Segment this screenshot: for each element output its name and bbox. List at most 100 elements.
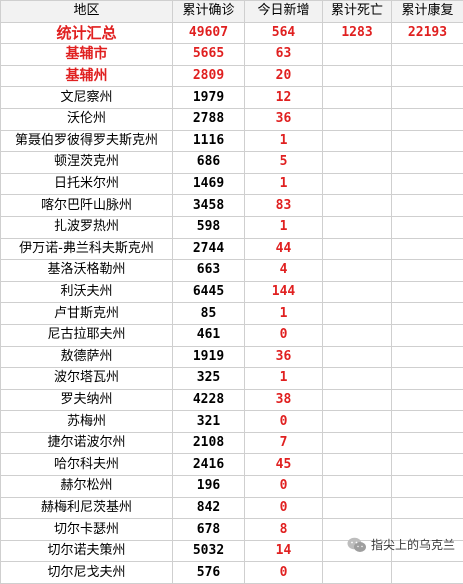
new-today-value: 5: [245, 152, 323, 174]
recovered-value: [392, 303, 463, 325]
region-name: 基辅市: [1, 44, 173, 66]
deaths-value: [323, 195, 392, 217]
recovered-value: [392, 87, 463, 109]
recovered-value: [392, 346, 463, 368]
confirmed-value: 1979: [173, 87, 245, 109]
region-name: 赫尔松州: [1, 476, 173, 498]
deaths-value: [323, 411, 392, 433]
recovered-value: [392, 238, 463, 260]
total-recovered: 22193: [392, 22, 463, 44]
new-today-value: 38: [245, 389, 323, 411]
new-today-value: 44: [245, 238, 323, 260]
confirmed-value: 196: [173, 476, 245, 498]
confirmed-value: 2416: [173, 454, 245, 476]
new-today-value: 0: [245, 411, 323, 433]
confirmed-value: 6445: [173, 281, 245, 303]
new-today-value: 7: [245, 432, 323, 454]
deaths-value: [323, 152, 392, 174]
header-row: 地区 累计确诊 今日新增 累计死亡 累计康复: [1, 1, 463, 23]
new-today-value: 1: [245, 173, 323, 195]
header-recovered: 累计康复: [392, 1, 463, 23]
new-today-value: 36: [245, 346, 323, 368]
deaths-value: [323, 260, 392, 282]
deaths-value: [323, 173, 392, 195]
deaths-value: [323, 346, 392, 368]
recovered-value: [392, 432, 463, 454]
confirmed-value: 85: [173, 303, 245, 325]
recovered-value: [392, 195, 463, 217]
confirmed-value: 678: [173, 519, 245, 541]
confirmed-value: 2788: [173, 108, 245, 130]
total-deaths: 1283: [323, 22, 392, 44]
region-name: 顿涅茨克州: [1, 152, 173, 174]
deaths-value: [323, 108, 392, 130]
region-name: 第聂伯罗彼得罗夫斯克州: [1, 130, 173, 152]
deaths-value: [323, 238, 392, 260]
recovered-value: [392, 411, 463, 433]
region-name: 捷尔诺波尔州: [1, 432, 173, 454]
deaths-value: [323, 476, 392, 498]
recovered-value: [392, 562, 463, 584]
deaths-value: [323, 368, 392, 390]
confirmed-value: 686: [173, 152, 245, 174]
confirmed-value: 2108: [173, 432, 245, 454]
watermark-text: 指尖上的乌克兰: [371, 536, 455, 553]
deaths-value: [323, 454, 392, 476]
confirmed-value: 2744: [173, 238, 245, 260]
header-deaths: 累计死亡: [323, 1, 392, 23]
confirmed-value: 1116: [173, 130, 245, 152]
header-confirmed: 累计确诊: [173, 1, 245, 23]
region-name: 哈尔科夫州: [1, 454, 173, 476]
recovered-value: [392, 324, 463, 346]
recovered-value: [392, 389, 463, 411]
recovered-value: [392, 368, 463, 390]
recovered-value: [392, 44, 463, 66]
new-today-value: 0: [245, 497, 323, 519]
region-name: 切尔卡瑟州: [1, 519, 173, 541]
deaths-value: [323, 562, 392, 584]
deaths-value: [323, 216, 392, 238]
deaths-value: [323, 497, 392, 519]
confirmed-value: 325: [173, 368, 245, 390]
region-name: 基辅州: [1, 65, 173, 87]
wechat-icon: [347, 537, 367, 553]
header-new-today: 今日新增: [245, 1, 323, 23]
confirmed-value: 5665: [173, 44, 245, 66]
new-today-value: 63: [245, 44, 323, 66]
watermark: 指尖上的乌克兰: [347, 536, 455, 553]
region-name: 沃伦州: [1, 108, 173, 130]
confirmed-value: 598: [173, 216, 245, 238]
recovered-value: [392, 497, 463, 519]
total-row: 统计汇总 49607 564 1283 22193: [1, 22, 463, 44]
new-today-value: 20: [245, 65, 323, 87]
region-name: 苏梅州: [1, 411, 173, 433]
new-today-value: 1: [245, 130, 323, 152]
region-name: 尼古拉耶夫州: [1, 324, 173, 346]
region-name: 文尼察州: [1, 87, 173, 109]
region-name: 波尔塔瓦州: [1, 368, 173, 390]
region-name: 日托米尔州: [1, 173, 173, 195]
confirmed-value: 4228: [173, 389, 245, 411]
new-today-value: 1: [245, 216, 323, 238]
recovered-value: [392, 476, 463, 498]
region-name: 罗夫纳州: [1, 389, 173, 411]
confirmed-value: 1919: [173, 346, 245, 368]
recovered-value: [392, 260, 463, 282]
region-name: 利沃夫州: [1, 281, 173, 303]
confirmed-value: 321: [173, 411, 245, 433]
recovered-value: [392, 454, 463, 476]
